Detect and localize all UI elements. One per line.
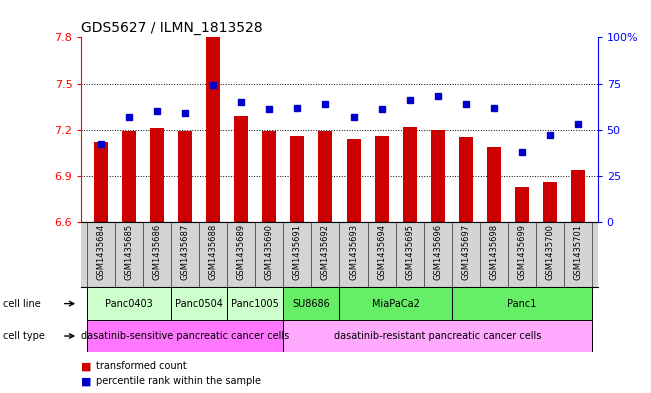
Bar <box>543 182 557 222</box>
Text: GSM1435698: GSM1435698 <box>490 224 498 280</box>
Text: GSM1435697: GSM1435697 <box>462 224 470 280</box>
Bar <box>431 130 445 222</box>
Text: GSM1435696: GSM1435696 <box>433 224 442 280</box>
Bar <box>206 37 220 222</box>
Bar <box>571 170 585 222</box>
Text: GSM1435684: GSM1435684 <box>96 224 105 280</box>
Text: GSM1435699: GSM1435699 <box>518 224 527 280</box>
Bar <box>340 287 452 320</box>
Text: GSM1435695: GSM1435695 <box>405 224 414 280</box>
Bar <box>94 142 108 222</box>
Bar <box>318 131 333 222</box>
Bar <box>122 131 136 222</box>
Text: GDS5627 / ILMN_1813528: GDS5627 / ILMN_1813528 <box>81 21 263 35</box>
Text: GSM1435692: GSM1435692 <box>321 224 330 280</box>
Bar <box>227 287 283 320</box>
Bar <box>459 138 473 222</box>
Text: dasatinib-sensitive pancreatic cancer cells: dasatinib-sensitive pancreatic cancer ce… <box>81 331 289 341</box>
Bar <box>374 136 389 222</box>
Text: Panc0403: Panc0403 <box>105 299 153 309</box>
Text: GSM1435690: GSM1435690 <box>265 224 274 280</box>
Bar <box>87 320 283 352</box>
Text: dasatinib-resistant pancreatic cancer cells: dasatinib-resistant pancreatic cancer ce… <box>334 331 542 341</box>
Text: ■: ■ <box>81 376 92 386</box>
Text: GSM1435693: GSM1435693 <box>349 224 358 280</box>
Bar <box>283 320 592 352</box>
Text: GSM1435688: GSM1435688 <box>209 224 217 280</box>
Text: cell line: cell line <box>3 299 41 309</box>
Text: GSM1435689: GSM1435689 <box>237 224 246 280</box>
Text: MiaPaCa2: MiaPaCa2 <box>372 299 419 309</box>
Text: transformed count: transformed count <box>96 361 186 371</box>
Bar <box>290 136 305 222</box>
Text: cell type: cell type <box>3 331 45 341</box>
Text: GSM1435687: GSM1435687 <box>181 224 189 280</box>
Bar <box>150 128 164 222</box>
Text: GSM1435701: GSM1435701 <box>574 224 583 280</box>
Bar <box>262 131 277 222</box>
Text: GSM1435700: GSM1435700 <box>546 224 555 280</box>
Bar <box>452 287 592 320</box>
Bar <box>178 131 192 222</box>
Bar <box>346 139 361 222</box>
Bar <box>487 147 501 222</box>
Text: SU8686: SU8686 <box>292 299 330 309</box>
Bar <box>283 287 340 320</box>
Bar <box>171 287 227 320</box>
Text: Panc1: Panc1 <box>507 299 536 309</box>
Text: GSM1435685: GSM1435685 <box>124 224 133 280</box>
Bar <box>234 116 248 222</box>
Text: GSM1435694: GSM1435694 <box>377 224 386 280</box>
Text: GSM1435686: GSM1435686 <box>152 224 161 280</box>
Bar <box>402 127 417 222</box>
Text: percentile rank within the sample: percentile rank within the sample <box>96 376 260 386</box>
Text: GSM1435691: GSM1435691 <box>293 224 302 280</box>
Text: Panc0504: Panc0504 <box>175 299 223 309</box>
Bar <box>515 187 529 222</box>
Text: ■: ■ <box>81 361 92 371</box>
Text: Panc1005: Panc1005 <box>231 299 279 309</box>
Bar <box>87 287 171 320</box>
